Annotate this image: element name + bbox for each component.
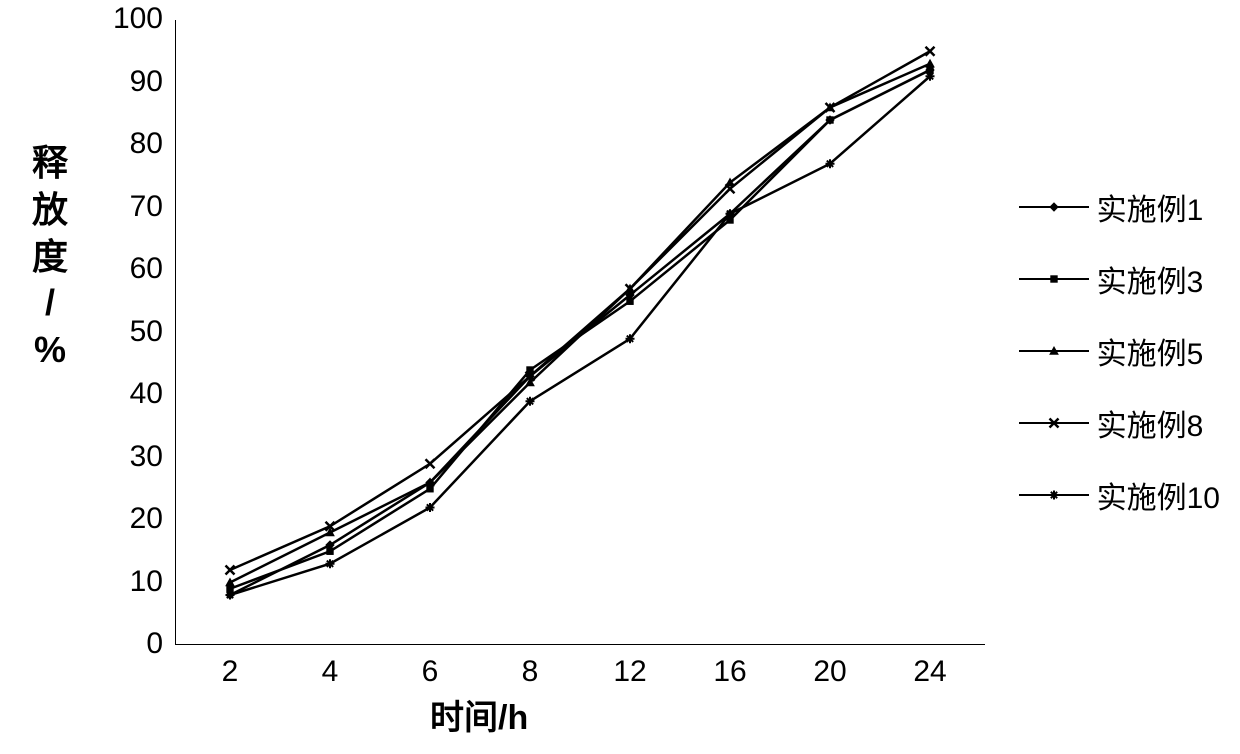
y-tick-label: 20 [103, 502, 163, 536]
legend-line-icon [1019, 206, 1089, 209]
x-tick-label: 16 [710, 655, 750, 689]
legend-label: 实施例8 [1097, 401, 1204, 445]
data-marker [826, 159, 835, 168]
data-marker [326, 559, 335, 568]
data-marker [327, 548, 333, 554]
legend-line-icon [1019, 494, 1089, 497]
x-tick-label: 20 [810, 655, 850, 689]
legend-marker-icon [1044, 269, 1064, 289]
y-title-char5: % [10, 327, 90, 374]
data-marker [226, 566, 235, 575]
legend-marker-icon [1044, 341, 1064, 361]
y-tick-label: 10 [103, 565, 163, 599]
legend: 实施例1 实施例3 实施例5 实施例8 实施例10 [1019, 185, 1220, 545]
x-tick-label: 2 [210, 655, 250, 689]
legend-label: 实施例3 [1097, 257, 1204, 301]
y-tick-label: 80 [103, 127, 163, 161]
x-tick-label: 24 [910, 655, 950, 689]
legend-line-icon [1019, 278, 1089, 281]
x-tick-label: 8 [510, 655, 550, 689]
legend-item: 实施例5 [1019, 329, 1220, 373]
legend-line-icon [1019, 422, 1089, 425]
legend-item: 实施例8 [1019, 401, 1220, 445]
series-line [230, 64, 930, 583]
data-marker [527, 367, 533, 373]
y-title-char2: 放 [10, 187, 90, 234]
legend-item: 实施例3 [1019, 257, 1220, 301]
legend-marker-icon [1044, 413, 1064, 433]
y-title-char4: / [10, 280, 90, 327]
y-title-char1: 释 [10, 140, 90, 187]
y-tick-label: 70 [103, 190, 163, 224]
y-tick-label: 30 [103, 440, 163, 474]
data-marker [726, 209, 735, 218]
series-line [230, 51, 930, 570]
legend-item: 实施例1 [1019, 185, 1220, 229]
y-tick-label: 0 [103, 627, 163, 661]
data-marker [827, 117, 833, 123]
data-marker [226, 591, 235, 600]
legend-label: 实施例10 [1097, 473, 1220, 517]
data-marker [426, 459, 435, 468]
legend-label: 实施例5 [1097, 329, 1204, 373]
plot-area [175, 20, 985, 645]
x-axis-title: 时间/h [430, 690, 528, 739]
series-line [230, 70, 930, 589]
legend-marker-icon [1044, 197, 1064, 217]
y-tick-label: 50 [103, 315, 163, 349]
data-marker [926, 72, 935, 81]
y-tick-label: 60 [103, 252, 163, 286]
chart-container: 释 放 度 / % 时间/h 0102030405060708090100 24… [0, 0, 1240, 754]
x-tick-label: 4 [310, 655, 350, 689]
data-marker [926, 60, 934, 67]
legend-label: 实施例1 [1097, 185, 1204, 229]
y-title-char3: 度 [10, 234, 90, 281]
data-marker [426, 503, 435, 512]
legend-line-icon [1019, 350, 1089, 353]
y-tick-label: 40 [103, 377, 163, 411]
y-tick-label: 100 [103, 2, 163, 36]
data-marker [926, 47, 935, 56]
y-tick-label: 90 [103, 65, 163, 99]
x-tick-label: 12 [610, 655, 650, 689]
legend-item: 实施例10 [1019, 473, 1220, 517]
x-tick-label: 6 [410, 655, 450, 689]
y-axis-title: 释 放 度 / % [10, 140, 90, 374]
data-marker [627, 298, 633, 304]
data-marker [427, 486, 433, 492]
legend-marker-icon [1044, 485, 1064, 505]
